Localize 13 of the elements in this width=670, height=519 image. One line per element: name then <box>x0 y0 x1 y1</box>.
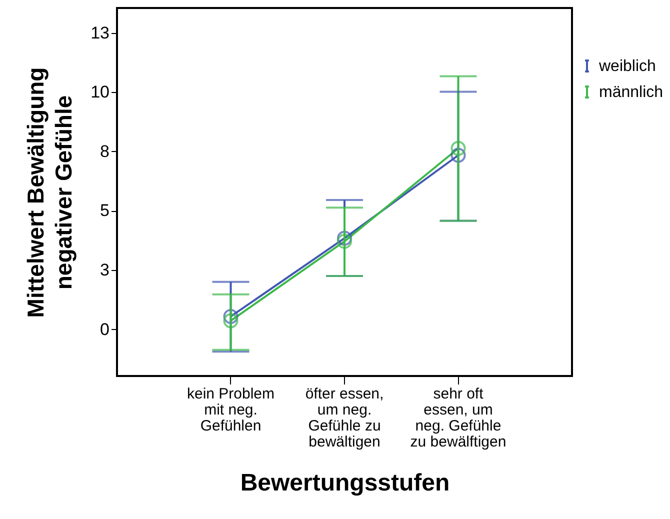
y-axis-title: Mittelwert Bewältigung negativer Gefühle <box>22 67 77 318</box>
y-tick-label: 10 <box>90 82 110 102</box>
x-axis-title: Bewertungsstufen <box>240 470 450 496</box>
y-tick-label: 8 <box>100 142 110 161</box>
x-tick-label: öfter essen, um neg. Gefühle zu bewältigen <box>305 386 384 450</box>
x-tick-label: sehr oft essen, um neg. Gefühle zu bewälftigen <box>410 386 506 450</box>
y-tick-label: 3 <box>100 260 110 280</box>
y-tick-label: 13 <box>90 23 110 42</box>
y-tick-label: 5 <box>100 201 110 220</box>
x-tick-label: kein Problem mit neg. Gefühlen <box>186 386 275 434</box>
legend-label: männlich <box>599 84 664 101</box>
legend-label: weiblich <box>598 58 656 75</box>
y-tick-label: 0 <box>100 320 110 339</box>
